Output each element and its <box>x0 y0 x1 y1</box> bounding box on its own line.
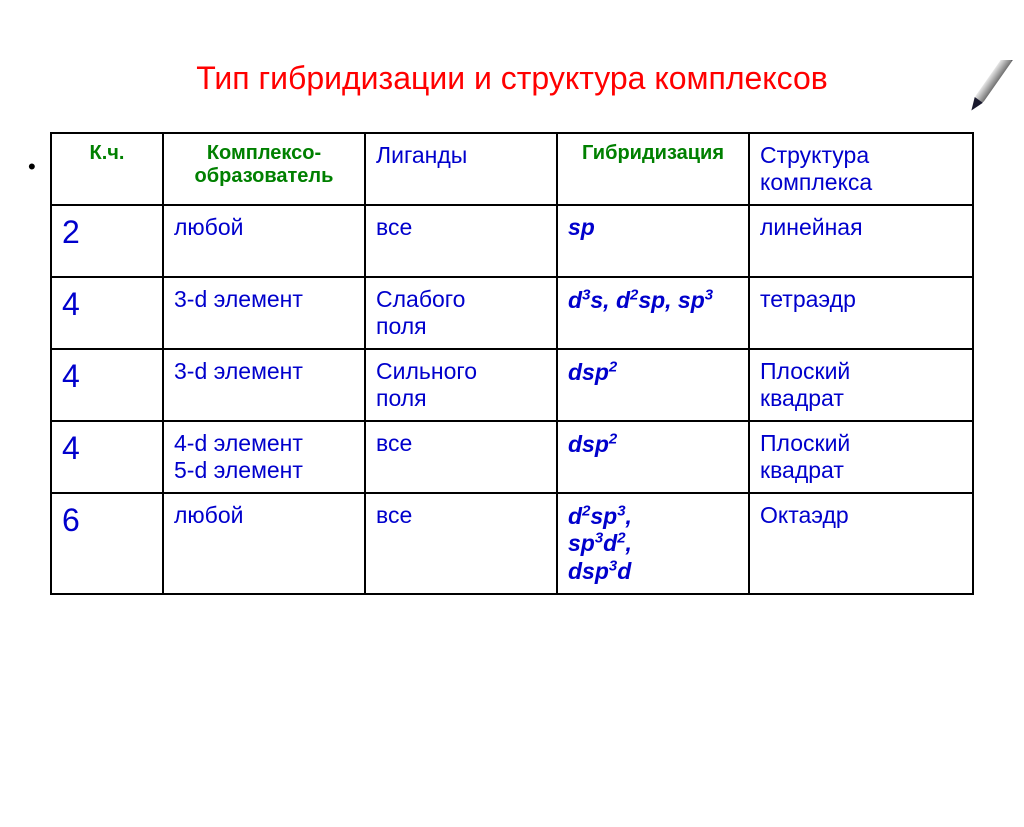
cell-struct: Плоский квадрат <box>749 421 973 493</box>
table-row: 4 3-d элемент Сильного поля dsp2 Плоский… <box>51 349 973 421</box>
cell-ligands: все <box>365 493 557 594</box>
header-struct: Структура комплекса <box>749 133 973 205</box>
header-cn: К.ч. <box>51 133 163 205</box>
cell-hybrid: dsp2 <box>557 421 749 493</box>
cell-former: 3-d элемент <box>163 277 365 349</box>
header-former-l2: образователь <box>195 165 334 187</box>
cell-ligands: все <box>365 421 557 493</box>
pen-decoration <box>964 60 1024 140</box>
table-container: • К.ч. Комплексо- образователь Лиганды Г… <box>50 132 974 595</box>
cell-ligands: Слабого поля <box>365 277 557 349</box>
header-struct-l1: Структура <box>760 142 869 168</box>
cell-former: любой <box>163 205 365 277</box>
cell-hybrid: d3s, d2sp, sp3 <box>557 277 749 349</box>
slide-title: Тип гибридизации и структура комплексов <box>0 60 1024 97</box>
cell-hybrid: dsp2 <box>557 349 749 421</box>
bullet-icon: • <box>28 154 36 180</box>
cell-hybrid: sp <box>557 205 749 277</box>
cell-struct: Плоский квадрат <box>749 349 973 421</box>
table-row: 2 любой все sp линейная <box>51 205 973 277</box>
cell-ligands: Сильного поля <box>365 349 557 421</box>
table-header-row: К.ч. Комплексо- образователь Лиганды Гиб… <box>51 133 973 205</box>
cell-cn: 4 <box>51 349 163 421</box>
table-row: 6 любой все d2sp3, sp3d2, dsp3d Октаэдр <box>51 493 973 594</box>
cell-ligands: все <box>365 205 557 277</box>
cell-struct: линейная <box>749 205 973 277</box>
cell-hybrid: d2sp3, sp3d2, dsp3d <box>557 493 749 594</box>
cell-struct: Октаэдр <box>749 493 973 594</box>
table-row: 4 3-d элемент Слабого поля d3s, d2sp, sp… <box>51 277 973 349</box>
cell-cn: 2 <box>51 205 163 277</box>
cell-cn: 6 <box>51 493 163 594</box>
header-former: Комплексо- образователь <box>163 133 365 205</box>
header-hybrid: Гибридизация <box>557 133 749 205</box>
cell-former: 3-d элемент <box>163 349 365 421</box>
cell-former: 4-d элемент 5-d элемент <box>163 421 365 493</box>
header-former-l1: Комплексо- <box>207 142 321 164</box>
header-struct-l2: комплекса <box>760 169 872 195</box>
cell-struct: тетраэдр <box>749 277 973 349</box>
cell-former: любой <box>163 493 365 594</box>
cell-cn: 4 <box>51 277 163 349</box>
cell-cn: 4 <box>51 421 163 493</box>
header-ligands: Лиганды <box>365 133 557 205</box>
hybridization-table: К.ч. Комплексо- образователь Лиганды Гиб… <box>50 132 974 595</box>
table-row: 4 4-d элемент 5-d элемент все dsp2 Плоск… <box>51 421 973 493</box>
